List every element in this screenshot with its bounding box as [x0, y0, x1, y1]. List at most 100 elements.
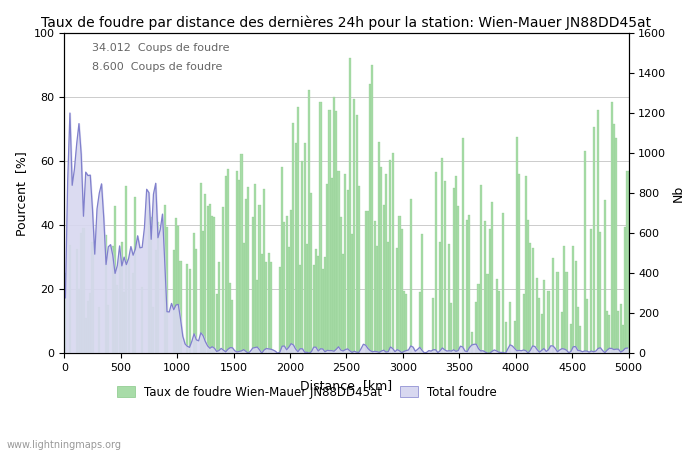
Bar	[322, 269, 324, 353]
Bar	[468, 215, 470, 353]
Bar	[392, 153, 394, 353]
Bar	[433, 298, 435, 353]
Bar	[536, 279, 538, 353]
Y-axis label: Nb: Nb	[672, 185, 685, 202]
Bar	[223, 207, 225, 353]
Bar	[457, 206, 459, 353]
Bar	[141, 287, 144, 353]
Title: Taux de foudre par distance des dernières 24h pour la station: Wien-Mauer JN88DD: Taux de foudre par distance des dernière…	[41, 15, 652, 30]
Bar	[267, 253, 270, 353]
Bar	[477, 284, 480, 353]
Bar	[538, 298, 540, 353]
Bar	[328, 110, 330, 353]
Bar	[78, 289, 80, 353]
Bar	[218, 262, 220, 353]
Bar	[439, 242, 441, 353]
Bar	[346, 190, 349, 353]
Bar	[387, 243, 389, 353]
Bar	[155, 250, 157, 353]
Bar	[496, 279, 498, 353]
Bar	[566, 271, 568, 353]
Bar	[175, 218, 177, 353]
Bar	[441, 158, 443, 353]
Bar	[150, 216, 152, 353]
Bar	[400, 229, 402, 353]
Bar	[293, 123, 295, 353]
Bar	[256, 280, 258, 353]
Bar	[617, 311, 620, 353]
Bar	[613, 123, 615, 353]
Bar	[552, 258, 554, 353]
Bar	[385, 174, 387, 353]
Bar	[188, 269, 190, 353]
Bar	[166, 227, 168, 353]
Bar	[450, 303, 452, 353]
Text: www.lightningmaps.org: www.lightningmaps.org	[7, 440, 122, 450]
Bar	[448, 244, 450, 353]
Bar	[577, 307, 579, 353]
Bar	[247, 187, 249, 353]
Bar	[123, 292, 125, 353]
Bar	[584, 151, 586, 353]
Bar	[604, 200, 606, 353]
Bar	[573, 246, 574, 353]
Bar	[599, 233, 601, 353]
Bar	[199, 183, 202, 353]
Bar	[529, 243, 531, 353]
Bar	[622, 325, 624, 353]
Bar	[435, 172, 437, 353]
Bar	[527, 220, 529, 353]
Bar	[575, 261, 577, 353]
Bar	[491, 202, 493, 353]
Bar	[290, 211, 292, 353]
Bar	[455, 176, 457, 353]
Bar	[389, 160, 391, 353]
Bar	[299, 265, 301, 353]
Bar	[92, 242, 94, 353]
Bar	[466, 220, 468, 353]
Bar	[209, 204, 211, 353]
Bar	[586, 299, 588, 353]
Bar	[261, 254, 262, 353]
Bar	[405, 294, 407, 353]
Bar	[116, 285, 118, 353]
Bar	[579, 326, 581, 353]
Bar	[295, 143, 297, 353]
Bar	[284, 222, 286, 353]
Bar	[403, 291, 405, 353]
Bar	[421, 234, 423, 353]
Bar	[610, 102, 612, 353]
Bar	[556, 272, 559, 353]
Bar	[134, 197, 136, 353]
Bar	[369, 84, 371, 353]
Bar	[225, 176, 227, 353]
Bar	[498, 291, 500, 353]
Bar	[484, 221, 486, 353]
Bar	[461, 139, 463, 353]
Bar	[315, 249, 317, 353]
Bar	[505, 323, 507, 353]
Bar	[112, 246, 114, 353]
Bar	[531, 248, 533, 353]
Bar	[410, 199, 412, 353]
Bar	[378, 143, 380, 353]
Bar	[626, 171, 629, 353]
Bar	[319, 102, 321, 353]
Bar	[148, 210, 150, 353]
Bar	[310, 194, 312, 353]
Bar	[313, 266, 315, 353]
Bar	[157, 222, 159, 353]
Bar	[281, 167, 283, 353]
Bar	[252, 217, 254, 353]
Bar	[514, 321, 516, 353]
Bar	[254, 184, 256, 353]
Bar	[89, 293, 91, 353]
Bar	[265, 262, 267, 353]
Bar	[419, 292, 421, 353]
Bar	[87, 301, 89, 353]
Bar	[288, 247, 290, 353]
Bar	[127, 259, 130, 353]
Text: 34.012  Coups de foudre: 34.012 Coups de foudre	[92, 43, 230, 53]
Bar	[245, 199, 247, 353]
Bar	[227, 169, 229, 353]
